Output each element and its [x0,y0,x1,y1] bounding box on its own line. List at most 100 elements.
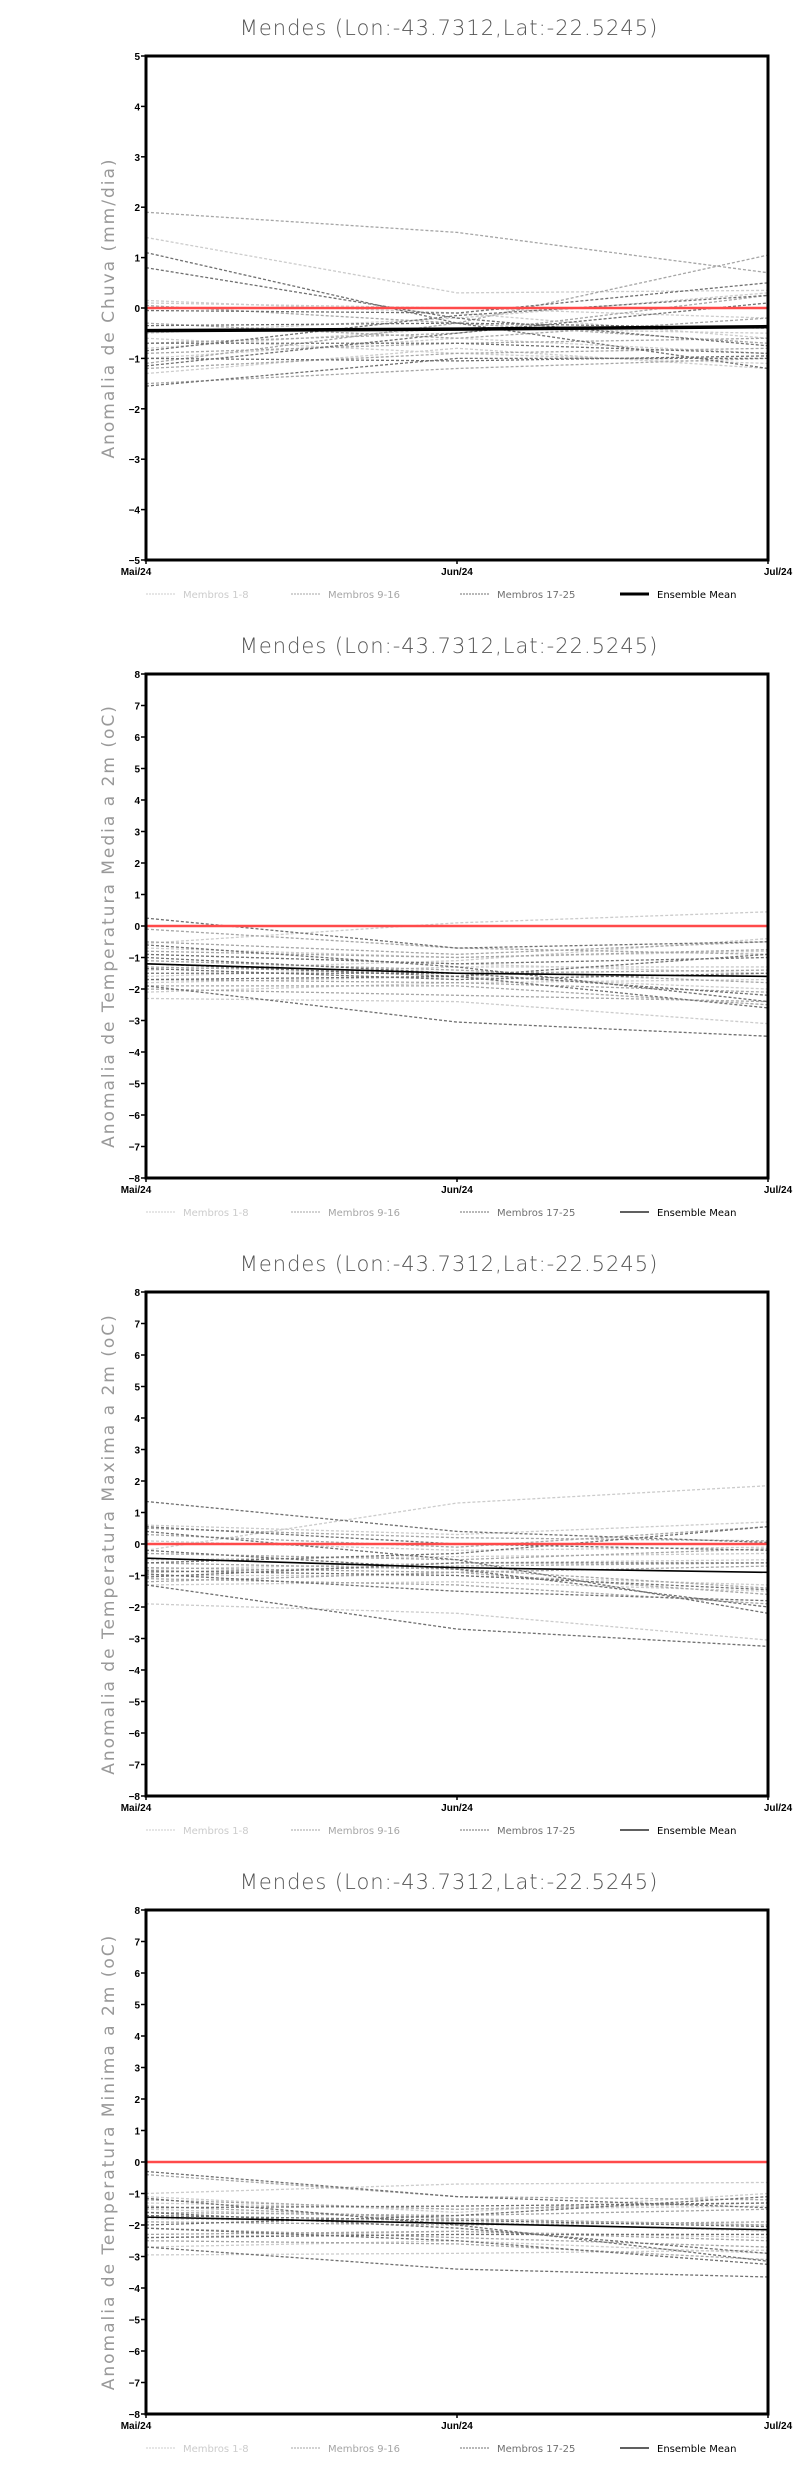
member-line [145,947,769,959]
y-tick-label: 3 [134,2064,140,2075]
member-line [145,2170,769,2209]
y-tick-label: 6 [134,1969,140,1980]
member-line [145,1526,769,1548]
y-tick-label: 7 [134,1938,140,1949]
member-line [145,1603,769,1641]
member-line [145,1565,769,1583]
legend-label: Ensemble Mean [657,1826,736,1837]
member-line [145,997,769,1025]
legend-label: Membros 9-16 [328,1826,400,1837]
member-line [145,937,769,971]
x-tick-label: Jul/24 [764,567,793,578]
y-tick-label: 2 [134,859,140,870]
member-line [145,2205,769,2226]
member-line [145,1500,769,1544]
member-line [145,2214,769,2228]
y-tick-label: −7 [129,2379,141,2390]
member-line [145,2218,769,2232]
member-line [145,317,769,339]
member-line [145,267,769,347]
member-line [145,978,769,993]
x-tick-label: Mai/24 [121,2421,152,2432]
member-line [145,1584,769,1648]
y-tick-label: −3 [129,1635,141,1646]
y-tick-label: 0 [134,304,140,315]
y-tick-label: −1 [129,354,141,365]
member-line [145,944,769,1003]
y-tick-label: 1 [134,2127,140,2138]
member-line [145,1562,768,1578]
y-axis-label: Anomalia de Temperatura Media a 2m (oC) [99,704,119,1148]
y-tick-label: −2 [129,985,141,996]
y-tick-label: −4 [129,2284,141,2295]
y-axis-label: Anomalia de Temperatura Maxima a 2m (oC) [99,1313,119,1775]
y-tick-label: −8 [129,2410,141,2421]
plot-frame [144,672,770,1180]
y-tick-label: 5 [134,2001,140,2012]
y-tick-label: 0 [134,2158,140,2169]
y-tick-label: 3 [134,153,140,164]
member-line [145,1540,769,1551]
member-line [145,953,769,981]
member-line [145,917,769,949]
y-tick-label: −5 [129,1080,141,1091]
member-line [145,2230,769,2242]
member-line [145,2192,769,2214]
member-line [145,953,769,965]
y-tick-label: −8 [129,1792,141,1803]
y-tick-label: −2 [129,2221,141,2232]
member-line [145,928,769,955]
legend-label: Ensemble Mean [657,590,736,601]
y-tick-label: −3 [129,455,141,466]
y-tick-label: −5 [129,2316,141,2327]
y-tick-label: 2 [134,203,140,214]
member-line [145,1578,769,1605]
y-tick-label: −4 [129,1666,141,1677]
y-tick-label: 4 [134,796,140,807]
member-line [145,254,769,365]
y-tick-label: −5 [129,556,141,567]
member-line [145,1552,769,1561]
x-tick-label: Jul/24 [764,2421,793,2432]
member-line [145,355,769,362]
member-line [146,985,769,1006]
member-line [145,948,769,959]
legend-label: Membros 9-16 [328,2444,400,2455]
chart-title: Mendes (Lon:-43.7312,Lat:-22.5245) [240,1252,659,1276]
member-line [145,2202,769,2209]
legend-label: Membros 17-25 [497,2444,575,2455]
y-tick-label: −8 [129,1174,141,1185]
member-line [145,282,769,314]
member-line [145,1530,769,1614]
member-line [145,322,769,329]
member-line [145,2240,769,2254]
y-tick-label: −2 [129,1603,141,1614]
legend-label: Ensemble Mean [657,2444,736,2455]
ensemble-mean-line [145,2216,769,2231]
legend-label: Membros 1-8 [183,1208,249,1219]
member-line [145,960,769,984]
member-line [145,357,769,385]
y-tick-label: 2 [134,2095,140,2106]
member-line [145,357,768,387]
y-tick-label: −1 [129,1572,141,1583]
member-line [145,988,769,1003]
chart-title: Mendes (Lon:-43.7312,Lat:-22.5245) [240,1870,659,1894]
member-line [145,2227,769,2248]
member-line [145,911,769,944]
member-line [145,1573,769,1602]
chart-panel: Mendes (Lon:-43.7312,Lat:-22.5245) Anomal… [99,16,793,601]
member-line [145,337,769,365]
member-line [145,1521,769,1536]
legend-label: Membros 17-25 [497,590,575,601]
x-tick-label: Jun/24 [441,1803,473,1814]
member-line [145,1485,769,1551]
y-tick-label: 3 [134,1446,140,1457]
y-axis-label: Anomalia de Chuva (mm/dia) [99,157,119,458]
member-line [145,1527,769,1542]
member-line [145,347,769,375]
y-tick-label: 2 [134,1477,140,1488]
member-line [145,1581,769,1592]
member-line [145,985,769,1037]
member-line [145,337,769,355]
